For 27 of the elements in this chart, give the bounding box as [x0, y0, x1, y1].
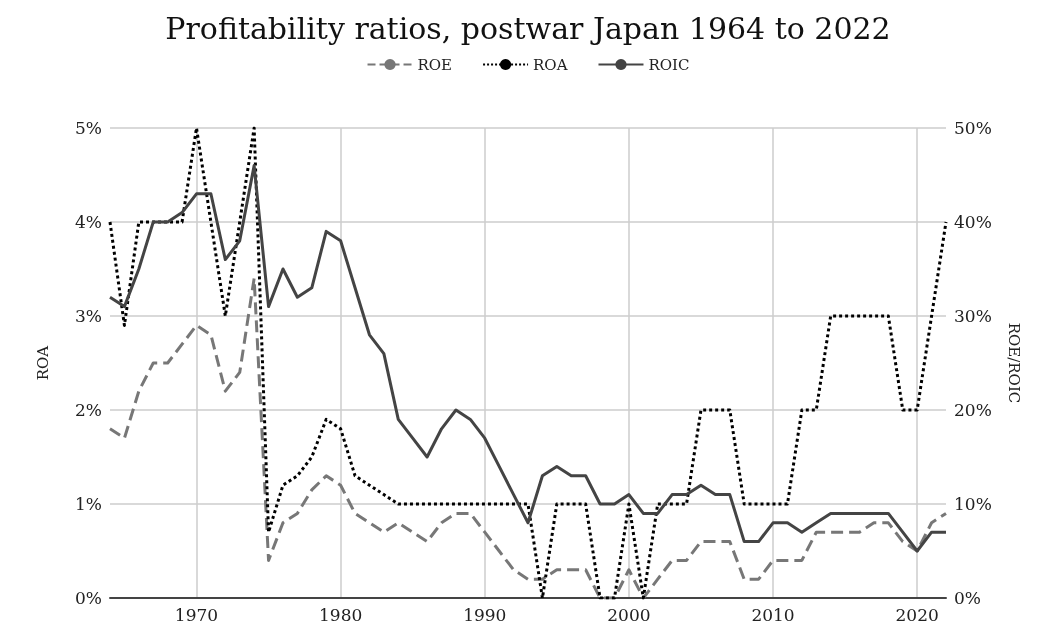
x-tick-label: 1980	[318, 604, 363, 625]
legend-label: ROA	[533, 55, 568, 74]
y2-tick-label: 20%	[954, 400, 992, 420]
line-series	[108, 164, 948, 553]
legend-label: ROE	[417, 55, 453, 74]
x-tick-label: 2000	[607, 604, 651, 625]
y2-tick-label: 40%	[954, 212, 992, 232]
y2-tick-label: 0%	[954, 588, 981, 608]
line-series	[108, 276, 948, 600]
y-tick-label: 2%	[75, 400, 102, 420]
y-axis-title: ROA	[33, 345, 52, 381]
line-series	[108, 126, 948, 600]
x-tick-label: 2020	[895, 604, 939, 625]
chart-title: Profitability ratios, postwar Japan 1964 to 2022	[165, 10, 891, 46]
y2-tick-label: 30%	[954, 306, 992, 326]
y-tick-label: 0%	[75, 588, 102, 608]
y2-tick-label: 10%	[954, 494, 992, 514]
y-tick-label: 5%	[75, 118, 102, 138]
y2-tick-label: 50%	[954, 118, 992, 138]
y-tick-label: 1%	[75, 494, 102, 514]
x-tick-label: 1970	[174, 604, 219, 625]
y-tick-label: 4%	[75, 212, 102, 232]
y-tick-label: 3%	[75, 306, 102, 326]
legend-label: ROIC	[648, 55, 690, 74]
y2-axis-title: ROE/ROIC	[1004, 322, 1023, 404]
x-tick-label: 1990	[463, 604, 507, 625]
x-tick-label: 2010	[751, 604, 795, 625]
